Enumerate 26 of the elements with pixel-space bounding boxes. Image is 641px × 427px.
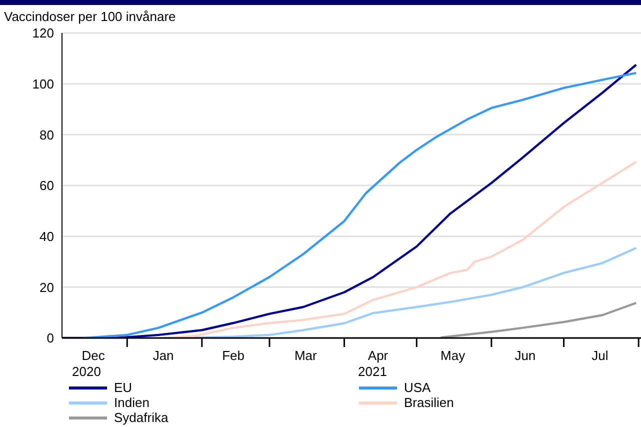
x-tick-label: Jan (152, 348, 174, 363)
y-tick-label: 100 (32, 76, 54, 92)
x-tick-label: Feb (222, 348, 244, 363)
y-tick-label: 80 (40, 127, 54, 142)
x-tick-label: Apr (368, 348, 389, 363)
x-tick-label: Mar (294, 348, 318, 363)
y-tick-label: 20 (40, 280, 54, 295)
legend-label: USA (404, 380, 431, 395)
x-tick-label: May (440, 348, 466, 363)
line-series (440, 302, 638, 338)
y-axis-title: Vaccindoser per 100 invånare (4, 9, 176, 24)
x-tick-label: Jul (592, 348, 608, 363)
line-series (162, 246, 638, 338)
y-tick-label: 60 (40, 178, 54, 194)
text: 2021 (358, 364, 387, 379)
x-tick-label: Dec (82, 348, 106, 363)
legend-label: Brasilien (404, 395, 454, 410)
y-tick-label: 0 (46, 330, 54, 346)
legend-label: EU (114, 380, 132, 395)
legend-label: Indien (114, 395, 150, 410)
y-tick-label: 40 (40, 228, 54, 244)
x-tick-label: Jun (514, 348, 536, 363)
legend-label: Sydafrika (114, 410, 168, 425)
text: 2020 (72, 364, 101, 379)
line-series (167, 160, 638, 338)
y-tick-label: 120 (32, 26, 54, 41)
